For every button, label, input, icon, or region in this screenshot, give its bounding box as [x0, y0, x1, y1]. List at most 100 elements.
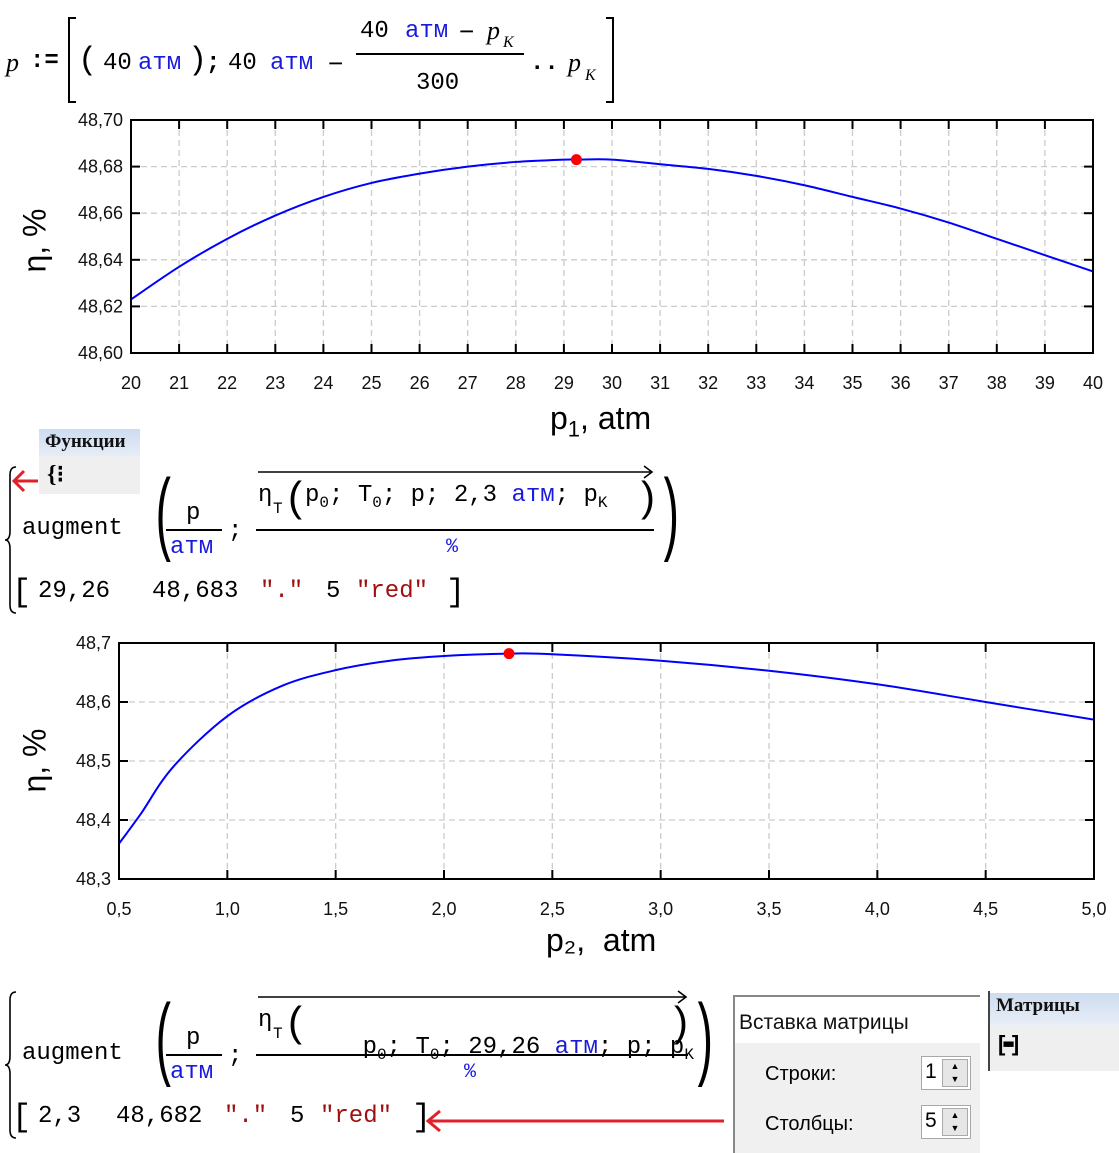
optimum-marker [570, 154, 582, 166]
chart1-xlabel-rest: , atm [580, 400, 652, 436]
svg-text:48,3: 48,3 [76, 869, 111, 889]
row-color: "red" [356, 578, 429, 605]
svg-text:39: 39 [1035, 373, 1055, 393]
chart2-xlabel: p₂, atm [546, 922, 657, 958]
rows-value[interactable]: 1 [925, 1060, 937, 1083]
formula-second-value: 40 [228, 50, 257, 77]
augment-func: augment [22, 515, 123, 542]
arg-sep: ; [228, 1043, 243, 1070]
columns-spinner-buttons[interactable]: ▲ ▼ [942, 1108, 968, 1136]
svg-text:29: 29 [554, 373, 574, 393]
arg-unit: атм [554, 1034, 598, 1061]
svg-text:40: 40 [1083, 373, 1103, 393]
spin-down-icon[interactable]: ▼ [950, 1123, 960, 1133]
tick-marks [118, 642, 1095, 880]
svg-text:48,7: 48,7 [76, 633, 111, 653]
arg1-num: p [186, 500, 201, 527]
arg-p1-value: ; 29,26 [439, 1034, 555, 1061]
augment-paren-close: ) [697, 986, 713, 1088]
svg-text:28: 28 [506, 373, 526, 393]
row-y: 48,682 [116, 1103, 203, 1130]
svg-text:31: 31 [650, 373, 670, 393]
functions-palette-body: {⁝ [39, 456, 140, 494]
row-x: 29,26 [38, 578, 111, 605]
tick-labels: 0,5 1,0 1,5 2,0 2,5 3,0 3,5 4,0 4,5 5,0 48,3 48,4 48… [76, 633, 1107, 919]
columns-spinner[interactable]: 5 ▲ ▼ [921, 1105, 971, 1139]
chart-efficiency-vs-p2[interactable]: 0,5 1,0 1,5 2,0 2,5 3,0 3,5 4,0 4,5 5,0 48,3 48,4 48… [0, 625, 1119, 920]
matrix-bracket-right [606, 17, 614, 103]
svg-text:48,68: 48,68 [78, 157, 123, 177]
augment-paren-close: ) [663, 461, 679, 563]
svg-text:48,60: 48,60 [78, 343, 123, 363]
spin-up-icon[interactable]: ▲ [950, 1110, 960, 1120]
program-brace [4, 466, 17, 614]
grid [118, 642, 1095, 880]
svg-text:2,0: 2,0 [431, 899, 456, 919]
chart-efficiency-vs-p1[interactable]: 20 21 22 23 24 25 26 27 28 29 30 31 32 33 34 35 36 37 38 39… [0, 105, 1119, 405]
arg-T-sub: 0 [372, 493, 382, 512]
chart1-svg: 20 21 22 23 24 25 26 27 28 29 30 31 32 33 34 35 36 37 38 39… [78, 110, 1103, 393]
arg-sep-2: ; [554, 482, 584, 509]
svg-text:0,5: 0,5 [106, 899, 131, 919]
eta-sub: T [273, 1025, 283, 1043]
rows-spinner-buttons[interactable]: ▲ ▼ [942, 1059, 968, 1087]
spin-up-icon[interactable]: ▲ [950, 1061, 960, 1071]
arg2-fracline [256, 529, 654, 531]
eta-args: p0; T0; 29,26 атм; p; pK [305, 1007, 694, 1091]
svg-text:30: 30 [602, 373, 622, 393]
row-y: 48,683 [152, 578, 239, 605]
range-op: .. [530, 50, 559, 77]
eta-paren-open: ( [288, 998, 302, 1045]
curly-brace-program-icon[interactable]: {⁝ [47, 462, 65, 488]
eta-func: η [258, 1007, 273, 1034]
rows-spinner[interactable]: 1 ▲ ▼ [921, 1056, 971, 1090]
svg-text:38: 38 [987, 373, 1007, 393]
row-symbol: "." [260, 578, 304, 605]
spin-down-icon[interactable]: ▼ [950, 1074, 960, 1084]
formula-p-definition[interactable]: p := ( 40 атм ) ; 40 атм − 40 атм − p K … [0, 10, 620, 105]
plot-frame [118, 642, 1095, 880]
efficiency-curve [119, 652, 1094, 845]
svg-text:1,5: 1,5 [323, 899, 348, 919]
arg-p-sub: 0 [319, 493, 330, 512]
dialog-titlebar [735, 997, 980, 1043]
frac-den: 300 [416, 70, 460, 97]
eta-args: p0; T0; p; 2,3 атм; pK [305, 482, 608, 512]
svg-text:48,66: 48,66 [78, 203, 123, 223]
row-bracket-close: ] [412, 1099, 432, 1136]
matrices-palette-title: Матрицы [990, 993, 1119, 1025]
efficiency-curve [131, 158, 1093, 301]
arg1-den: атм [170, 1059, 214, 1086]
expression-2[interactable]: augment ( p атм ; η T ( p0; T0; 29,26 ат… [0, 985, 713, 1145]
svg-text:32: 32 [698, 373, 718, 393]
chart1-xlabel-main: p [550, 400, 568, 436]
insert-matrix-icon[interactable]: [▪▪] [998, 1031, 1019, 1056]
svg-text:48,64: 48,64 [78, 250, 123, 270]
formula-second-unit: атм [270, 50, 314, 77]
paren-open: ( [78, 42, 98, 79]
optimum-marker [503, 648, 515, 660]
arg2-fracline [256, 1054, 688, 1056]
eta-paren-close: ) [674, 998, 688, 1045]
arg-pk-sub: K [597, 493, 608, 512]
svg-text:22: 22 [217, 373, 237, 393]
svg-text:24: 24 [313, 373, 333, 393]
expression-1[interactable]: augment ( p атм ; η T ( p0; T0; p; 2,3 а… [0, 460, 680, 620]
svg-text:33: 33 [746, 373, 766, 393]
svg-text:36: 36 [891, 373, 911, 393]
paren-close: ) [188, 42, 208, 79]
formula-semicolon: ; [206, 50, 221, 77]
frac-num-var: p [487, 16, 500, 45]
svg-text:20: 20 [121, 373, 141, 393]
formula-first-unit: атм [138, 50, 182, 77]
arg1-num: p [186, 1025, 201, 1052]
eta-paren-open: ( [288, 473, 302, 520]
fraction-line [356, 53, 524, 55]
eta-sub: T [273, 500, 283, 518]
columns-value[interactable]: 5 [925, 1109, 937, 1132]
svg-text:35: 35 [842, 373, 862, 393]
chart1-xlabel-sub: 1 [567, 416, 581, 442]
arg1-fracline [166, 1054, 222, 1056]
arg-pk-sub: K [684, 1045, 694, 1064]
frac-num-value: 40 [360, 18, 389, 45]
